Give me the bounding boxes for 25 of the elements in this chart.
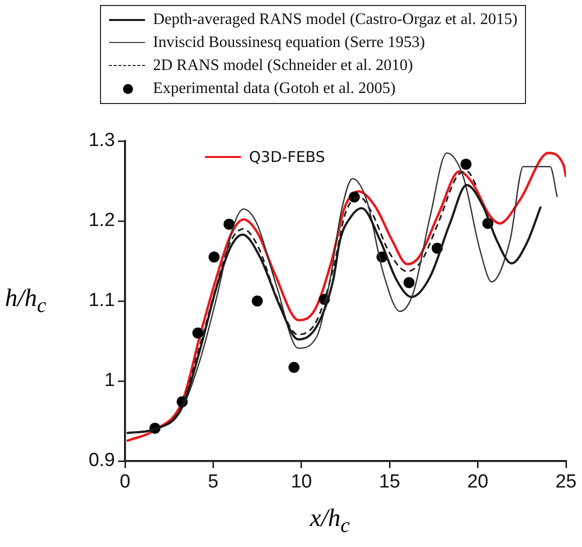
- y-tick-label: 1.1: [88, 290, 115, 312]
- point: [288, 362, 300, 373]
- y-tick-label: 1.2: [88, 210, 115, 232]
- y-tick-label: 1.3: [88, 130, 115, 152]
- y-axis-title: h/h$_{c}$: [5, 285, 46, 318]
- legend-label: Inviscid Boussinesq equation (Serre 1953): [153, 34, 425, 52]
- x-tick-label: 0: [120, 472, 130, 493]
- point: [404, 277, 415, 288]
- point: [252, 296, 263, 306]
- point: [460, 158, 472, 170]
- x-tick-label: 20: [467, 472, 488, 493]
- point: [224, 218, 235, 230]
- x-tick-label: 5: [208, 472, 218, 493]
- y-tick-label: 1: [104, 370, 115, 392]
- y-tick-label: 0.9: [88, 450, 115, 472]
- legend-label: Experimental data (Gotoh et al. 2005): [153, 80, 396, 98]
- legend-label: Q3D-FEBS: [249, 148, 325, 166]
- x-tick-label: 15: [379, 472, 400, 493]
- legend-label: 2D RANS model (Schneider et al. 2010): [153, 56, 413, 74]
- legend-label: Depth-averaged RANS model (Castro-Orgaz et al. 2015): [153, 10, 518, 28]
- x-tick-label: 10: [290, 472, 312, 493]
- x-axis-title: x/h$_{c}$: [310, 505, 350, 538]
- point: [208, 252, 220, 262]
- x-tick-label: 25: [555, 472, 577, 493]
- point: [192, 328, 204, 338]
